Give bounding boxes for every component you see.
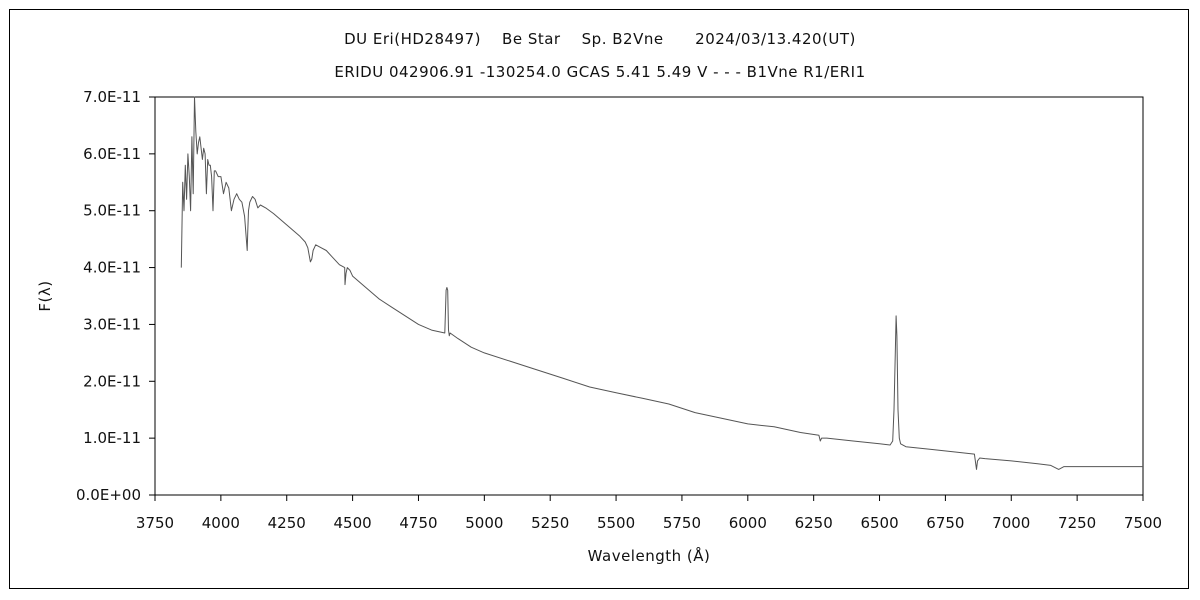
chart-title: DU Eri(HD28497) Be Star Sp. B2Vne 2024/0… xyxy=(344,30,856,48)
x-axis: 3750 4000 4250 4500 4750 5000 5250 5500 5750 6000… xyxy=(136,495,1162,532)
x-tick-label: 6500 xyxy=(860,514,898,532)
y-tick-label: 7.0E-11 xyxy=(83,88,141,106)
series-layer xyxy=(180,96,1143,470)
x-axis-label: Wavelength (Å) xyxy=(588,546,711,565)
y-axis-label: F(λ) xyxy=(36,280,54,311)
x-tick-label: 7250 xyxy=(1058,514,1096,532)
x-tick-label: 6000 xyxy=(729,514,767,532)
x-tick-label: 4500 xyxy=(334,514,372,532)
y-axis: 0.0E+00 1.0E-11 2.0E-11 3.0E-11 4.0E-11 5.0E-… xyxy=(76,88,155,504)
y-tick-label: 1.0E-11 xyxy=(83,429,141,447)
x-tick-label: 5000 xyxy=(465,514,503,532)
x-tick-label: 7000 xyxy=(992,514,1030,532)
x-tick-label: 6250 xyxy=(795,514,833,532)
spectrum-line xyxy=(180,96,1143,470)
x-tick-label: 3750 xyxy=(136,514,174,532)
x-tick-label: 4750 xyxy=(399,514,437,532)
x-tick-label: 5250 xyxy=(531,514,569,532)
y-tick-label: 6.0E-11 xyxy=(83,145,141,163)
y-tick-label: 3.0E-11 xyxy=(83,315,141,333)
x-tick-label: 5500 xyxy=(597,514,635,532)
chart-frame xyxy=(9,9,1189,589)
x-tick-label: 4250 xyxy=(268,514,306,532)
x-tick-label: 5750 xyxy=(663,514,701,532)
y-tick-label: 4.0E-11 xyxy=(83,259,141,277)
x-tick-label: 6750 xyxy=(926,514,964,532)
plot-area xyxy=(154,96,1144,496)
x-tick-label: 7500 xyxy=(1124,514,1162,532)
y-tick-label: 2.0E-11 xyxy=(83,372,141,390)
y-tick-label: 5.0E-11 xyxy=(83,202,141,220)
x-tick-label: 4000 xyxy=(202,514,240,532)
y-tick-label: 0.0E+00 xyxy=(76,486,141,504)
chart-subtitle: ERIDU 042906.91 -130254.0 GCAS 5.41 5.49… xyxy=(334,63,866,81)
